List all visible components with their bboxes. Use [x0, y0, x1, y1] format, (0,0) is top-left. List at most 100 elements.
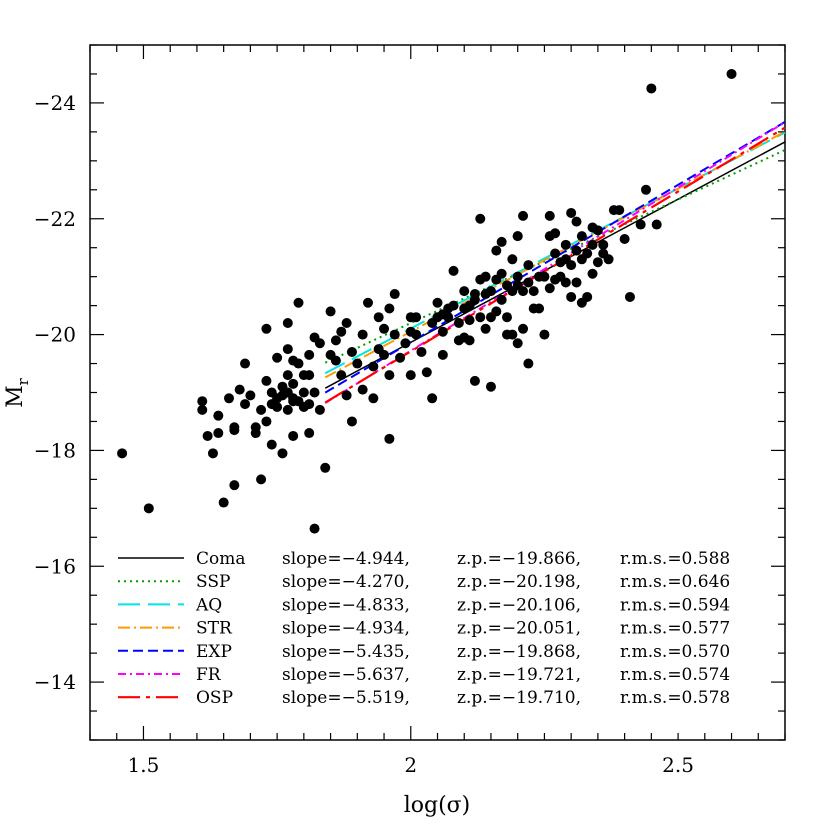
data-point [395, 352, 406, 363]
data-point [384, 303, 395, 314]
legend-name-ssp: SSP [196, 572, 230, 592]
data-point [646, 83, 657, 94]
data-point [651, 219, 662, 230]
data-point [352, 358, 363, 369]
y-tick-label: −14 [34, 670, 76, 694]
legend-name-osp: OSP [196, 688, 233, 708]
data-point [256, 474, 267, 485]
fit-lines [324, 121, 786, 404]
data-point [635, 219, 646, 230]
y-tick-label: −24 [34, 91, 76, 115]
axis-tick-labels: 1.5 2 2.5 −14 −16 −18 −20 −22 −24 [34, 91, 694, 777]
data-point [518, 323, 529, 334]
data-point [507, 329, 518, 340]
data-point [496, 236, 507, 247]
data-point [330, 335, 341, 346]
data-point [368, 361, 379, 372]
data-point [598, 239, 609, 250]
data-point [304, 428, 315, 439]
axis-ticks [89, 44, 786, 741]
data-point [379, 323, 390, 334]
legend-slope-ssp: slope=−4.270, [282, 572, 410, 592]
legend-slope-str: slope=−4.934, [282, 619, 410, 639]
data-point [502, 312, 512, 323]
data-point [421, 367, 432, 378]
data-point [469, 289, 480, 300]
data-point [341, 390, 352, 401]
legend-name-coma: Coma [196, 549, 246, 569]
data-point [641, 184, 651, 195]
data-point [448, 300, 459, 311]
data-point [341, 318, 352, 328]
data-point [587, 239, 598, 250]
data-point [320, 462, 331, 473]
data-point [288, 378, 299, 389]
data-point [512, 338, 523, 349]
data-point [582, 248, 593, 259]
data-point [592, 225, 603, 236]
x-axis-title: log(σ) [404, 793, 471, 818]
data-point [592, 257, 603, 268]
data-point [282, 344, 293, 355]
data-point [544, 283, 555, 294]
data-point [726, 68, 737, 79]
data-point [384, 370, 395, 381]
data-point [507, 254, 518, 265]
data-point [282, 404, 293, 415]
data-point [346, 346, 357, 357]
legend-zp-exp: z.p.=−19.868, [457, 642, 581, 662]
data-point [566, 291, 577, 302]
data-point [224, 393, 234, 404]
data-point [400, 338, 411, 349]
y-tick-label: −22 [34, 207, 76, 231]
data-point [282, 370, 293, 381]
data-point [566, 207, 577, 218]
data-point [614, 205, 625, 216]
data-point [560, 277, 571, 288]
legend-slope-coma: slope=−4.944, [282, 549, 410, 569]
legend-rms-str: r.m.s.=0.577 [620, 619, 730, 639]
data-point [250, 428, 261, 439]
data-point [405, 312, 416, 323]
data-point [389, 329, 400, 340]
data-point [550, 248, 561, 259]
data-point [576, 231, 587, 242]
data-point [240, 399, 251, 410]
data-point [373, 312, 384, 323]
data-point [416, 346, 427, 357]
data-point [117, 448, 128, 459]
data-point [496, 268, 507, 279]
legend-slope-fr: slope=−5.637, [282, 665, 410, 685]
legend-name-exp: EXP [196, 642, 232, 662]
data-point [234, 384, 245, 395]
data-point [218, 497, 229, 508]
y-tick-label: −16 [34, 554, 76, 578]
data-point [261, 416, 272, 427]
data-point [325, 306, 336, 317]
data-point [496, 294, 507, 305]
data-point [293, 297, 304, 308]
data-point [384, 433, 395, 444]
data-point [480, 323, 491, 334]
data-point [566, 260, 577, 271]
data-point [528, 286, 539, 297]
data-point [282, 318, 293, 328]
data-point [298, 387, 309, 398]
data-point [491, 245, 502, 256]
data-point [571, 216, 582, 227]
data-point [379, 349, 390, 360]
data-point [245, 390, 256, 401]
data-point [560, 239, 571, 250]
data-point [314, 404, 325, 415]
legend-zp-osp: z.p.=−19.710, [457, 688, 581, 708]
data-point [518, 286, 529, 297]
data-point [550, 228, 561, 239]
data-point [459, 286, 470, 297]
data-point [309, 523, 320, 534]
legend-slope-exp: slope=−5.435, [282, 642, 410, 662]
data-point [304, 370, 315, 381]
y-tick-label: −20 [34, 323, 76, 347]
data-point [624, 291, 635, 302]
data-point [143, 503, 154, 514]
